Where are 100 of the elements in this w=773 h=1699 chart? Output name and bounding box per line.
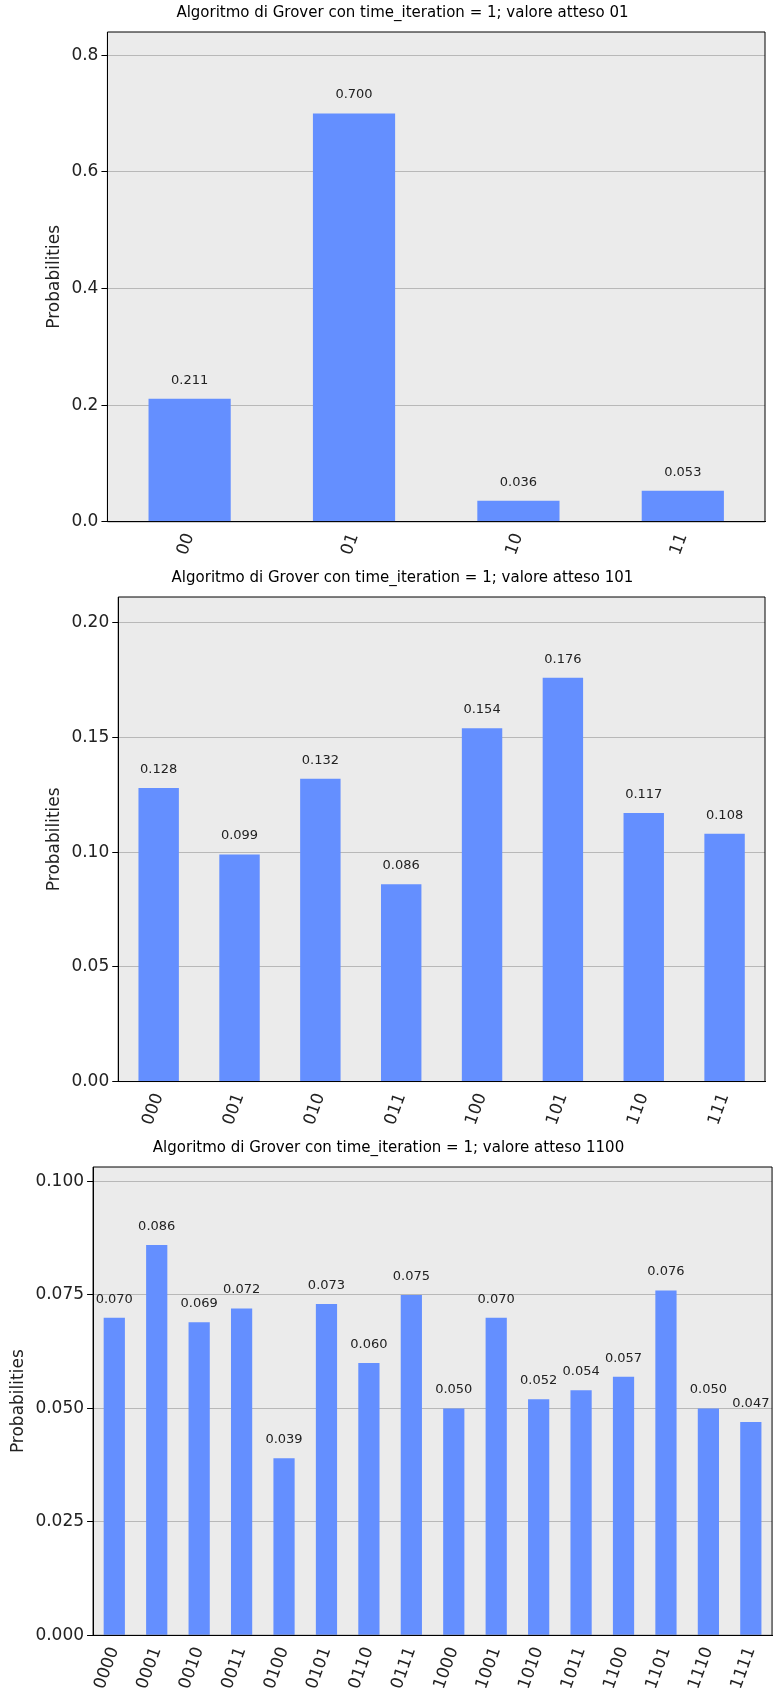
bar [655,1290,677,1635]
bar [148,398,231,522]
y-tick-label: 0.05 [71,955,110,976]
y-tick-label: 0.2 [71,393,99,414]
y-tick-label: 0.025 [35,1510,85,1531]
data-label: 0.039 [265,1431,303,1447]
x-tick-label: 11 [664,530,691,558]
bar [612,1376,635,1635]
bar [273,1458,295,1635]
bar [477,500,560,522]
bar [485,1317,507,1635]
data-label: 0.070 [95,1290,133,1306]
bar [740,1422,762,1635]
chart-title: Algoritmo di Grover con time_iteration = 1; valore atteso 101 [171,567,634,587]
x-tick-label: 0001 [131,1643,165,1692]
y-tick-label: 0.00 [71,1069,110,1090]
y-tick-label: 0.6 [71,160,99,181]
bar [188,1322,210,1635]
x-tick-label: 1010 [512,1643,547,1692]
x-tick-label: 1001 [470,1643,505,1692]
chart-title: Algoritmo di Grover con time_iteration = 1; valore atteso 01 [176,2,629,22]
data-label: 0.211 [171,371,209,387]
bar [146,1245,168,1635]
y-axis-title: Probabilities [42,787,63,892]
data-label: 0.132 [301,751,339,767]
data-label: 0.176 [544,650,582,666]
y-axis-title: Probabilities [6,1349,27,1454]
x-tick-label: 10 [500,530,527,558]
bar [315,1304,338,1635]
bar [623,813,664,1082]
x-tick-label: 01 [335,530,362,558]
x-tick-label: 011 [379,1090,410,1128]
bar [230,1308,253,1635]
x-tick-label: 0110 [343,1643,377,1692]
bar [704,833,745,1082]
bar [461,728,503,1082]
data-label: 0.036 [499,473,538,489]
y-axis-title: Probabilities [42,224,63,329]
y-tick-label: 0.0 [71,510,99,531]
data-label: 0.050 [435,1381,473,1397]
data-label: 0.060 [350,1335,388,1351]
x-tick-label: 0100 [258,1643,292,1692]
x-tick-label: 000 [136,1090,167,1128]
data-label: 0.086 [382,857,420,873]
x-tick-label: 1100 [597,1643,632,1692]
y-tick-label: 0.075 [35,1283,85,1304]
x-tick-label: 001 [217,1090,248,1128]
x-tick-label: 0101 [300,1643,335,1692]
bar [641,490,724,522]
bar [400,1294,422,1635]
x-tick-label: 111 [702,1090,733,1128]
y-tick-label: 0.050 [35,1396,85,1417]
y-tick-label: 0.20 [71,611,110,632]
x-tick-label: 010 [298,1090,329,1128]
x-tick-label: 1000 [428,1643,462,1692]
x-tick-label: 1110 [682,1643,717,1692]
bar [443,1408,465,1635]
data-label: 0.057 [604,1349,643,1365]
bar [570,1390,592,1635]
bar [103,1317,125,1635]
y-tick-label: 0.8 [71,43,99,64]
x-tick-label: 101 [540,1090,571,1128]
data-label: 0.108 [705,806,744,822]
chart-title: Algoritmo di Grover con time_iteration = 1; valore atteso 1100 [152,1137,625,1157]
x-tick-label: 0111 [385,1643,420,1692]
data-label: 0.086 [138,1217,176,1233]
y-tick-label: 0.4 [71,276,99,297]
bar [542,677,584,1082]
data-label: 0.069 [180,1295,218,1311]
y-tick-label: 0.15 [71,725,110,746]
bar [219,854,260,1082]
bar [697,1408,719,1635]
y-tick-label: 0.100 [35,1169,85,1190]
x-tick-label: 110 [621,1090,652,1128]
y-tick-label: 0.000 [35,1623,85,1644]
data-label: 0.054 [562,1363,600,1379]
bar [138,787,179,1082]
y-tick-label: 0.10 [71,840,110,861]
x-tick-label: 1011 [555,1643,589,1692]
data-label: 0.700 [335,86,373,102]
data-label: 0.053 [664,463,702,479]
x-tick-label: 1111 [725,1643,759,1692]
bar [528,1399,550,1635]
data-label: 0.070 [477,1290,515,1306]
x-tick-label: 1101 [640,1643,674,1692]
bar [358,1363,380,1635]
data-label: 0.099 [220,827,259,843]
x-tick-label: 100 [460,1090,490,1128]
bar [312,113,396,522]
data-label: 0.072 [222,1281,261,1297]
data-label: 0.154 [463,701,501,717]
data-label: 0.117 [625,785,663,801]
data-label: 0.076 [647,1263,685,1279]
data-label: 0.075 [392,1267,430,1283]
x-tick-label: 00 [171,530,198,558]
data-label: 0.047 [732,1394,770,1410]
x-tick-label: 0010 [173,1643,208,1692]
data-label: 0.052 [520,1372,558,1388]
bar [300,778,341,1082]
x-tick-label: 0011 [215,1643,250,1692]
